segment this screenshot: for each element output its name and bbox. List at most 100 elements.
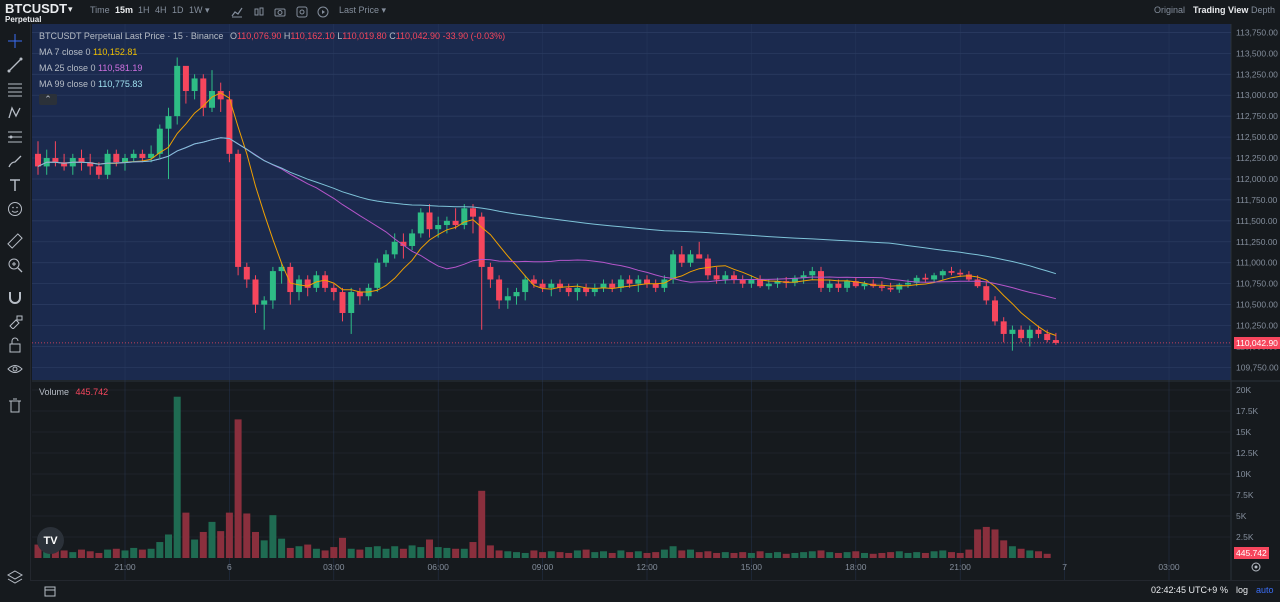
interval-1h[interactable]: 1H xyxy=(138,5,150,15)
volume-bar xyxy=(617,550,625,558)
ma99-label: MA 99 close 0 xyxy=(39,79,96,89)
volume-bar xyxy=(695,552,703,558)
volume-bar xyxy=(504,551,512,558)
price-tick: 109,750.00 xyxy=(1236,362,1279,372)
indicators-icon[interactable] xyxy=(231,5,243,23)
time-tick: 21:00 xyxy=(950,562,972,572)
horizontal-lines-icon[interactable] xyxy=(4,78,26,100)
time-tick: 12:00 xyxy=(636,562,658,572)
eye-icon[interactable] xyxy=(4,358,26,380)
chevron-down-icon[interactable]: ▾ xyxy=(205,5,210,15)
candle-body xyxy=(948,271,955,273)
volume-bar xyxy=(660,549,668,558)
time-tick: 6 xyxy=(227,562,232,572)
interval-1w[interactable]: 1W xyxy=(189,5,203,15)
candle-body xyxy=(513,292,520,297)
ruler-icon[interactable] xyxy=(4,230,26,252)
volume-legend: Volume 445.742 xyxy=(39,387,108,397)
replay-icon[interactable] xyxy=(317,5,329,23)
symbol-title[interactable]: BTCUSDT xyxy=(5,1,68,16)
view-depth[interactable]: Depth xyxy=(1251,5,1276,15)
candle-body xyxy=(417,212,424,234)
candle-body xyxy=(217,91,224,100)
ma7-legend: MA 7 close 0 110,152.81 xyxy=(39,47,137,57)
interval-4h[interactable]: 4H xyxy=(155,5,167,15)
candle-body xyxy=(939,271,946,276)
volume-bar xyxy=(173,396,181,558)
ma-line xyxy=(37,137,1057,275)
candle-body xyxy=(661,279,668,288)
candle-body xyxy=(539,283,546,288)
volume-label: Volume xyxy=(39,387,70,397)
settings-gear-icon[interactable] xyxy=(1250,560,1262,578)
time-axis: 21:00 6 03:00 06:00 09:00 12:00 15:00 18:00 21:0… xyxy=(114,562,1180,572)
volume-bar xyxy=(843,552,851,558)
emoji-icon[interactable] xyxy=(4,198,26,220)
chevron-down-icon[interactable]: ▾ xyxy=(68,4,73,14)
candle-body xyxy=(330,287,337,293)
candle-body xyxy=(878,286,885,288)
tradingview-logo[interactable]: TV xyxy=(37,527,64,554)
fib-icon[interactable] xyxy=(4,126,26,148)
crosshair-icon[interactable] xyxy=(4,30,26,52)
volume-bar xyxy=(104,549,112,558)
candle-body xyxy=(818,271,824,288)
symbol-subtitle: Perpetual xyxy=(5,15,42,24)
magnet-icon[interactable] xyxy=(4,286,26,308)
lock-icon[interactable] xyxy=(4,334,26,356)
volume-bar xyxy=(130,547,138,558)
clock[interactable]: 02:42:45 UTC+9 xyxy=(1151,585,1218,595)
volume-bar xyxy=(78,549,85,558)
volume-bar xyxy=(252,531,259,558)
top-bar: BTCUSDT ▾ Perpetual Time 15m 1H 4H 1D 1W… xyxy=(0,0,1280,24)
candle-body xyxy=(913,277,920,283)
volume-bar xyxy=(852,551,860,558)
candle-body xyxy=(905,282,911,285)
volume-bar xyxy=(260,540,268,558)
price-tick: 113,500.00 xyxy=(1236,48,1278,58)
view-original[interactable]: Original xyxy=(1154,5,1186,15)
trend-line-icon[interactable] xyxy=(4,54,26,76)
candle-body xyxy=(670,254,677,280)
ohlc-low: 110,019.80 xyxy=(342,31,387,41)
volume-bar xyxy=(443,547,451,558)
settings-icon[interactable] xyxy=(296,5,308,23)
volume-bar xyxy=(808,551,816,558)
volume-bar xyxy=(60,550,68,558)
interval-1d[interactable]: 1D xyxy=(172,5,184,15)
text-icon[interactable] xyxy=(4,174,26,196)
chart-type-icon[interactable] xyxy=(253,5,265,23)
interval-15m[interactable]: 15m xyxy=(115,5,134,15)
volume-bar xyxy=(356,549,364,558)
pattern-icon[interactable] xyxy=(4,102,26,124)
lock-drawing-icon[interactable] xyxy=(4,310,26,332)
zoom-in-icon[interactable] xyxy=(4,254,26,276)
volume-bar xyxy=(756,551,764,558)
camera-icon[interactable] xyxy=(274,5,286,23)
candle-body xyxy=(122,158,128,163)
volume-tick: 5K xyxy=(1236,511,1247,521)
volume-bar xyxy=(965,549,973,558)
view-trading-view[interactable]: Trading View xyxy=(1193,5,1249,15)
volume-bar xyxy=(643,552,651,558)
auto-toggle[interactable]: auto xyxy=(1256,585,1274,595)
candle-body xyxy=(226,99,233,154)
volume-bar xyxy=(956,552,964,558)
volume-bar xyxy=(243,513,251,558)
layers-icon[interactable] xyxy=(4,566,26,588)
volume-bar xyxy=(669,546,677,558)
volume-tick: 12.5K xyxy=(1236,448,1259,458)
log-toggle[interactable]: log xyxy=(1236,585,1249,595)
volume-bar xyxy=(556,552,564,558)
candle-body xyxy=(835,283,842,288)
ma99-value: 110,775.83 xyxy=(98,79,143,89)
brush-icon[interactable] xyxy=(4,150,26,172)
percent-toggle[interactable]: % xyxy=(1220,585,1229,595)
collapse-legend-button[interactable]: ⌃ xyxy=(39,94,57,105)
price-type-select[interactable]: Last Price ▾ xyxy=(339,5,387,15)
trash-icon[interactable] xyxy=(4,394,26,416)
calendar-icon[interactable] xyxy=(44,584,56,602)
interval-time[interactable]: Time xyxy=(90,5,110,15)
candle-body xyxy=(957,272,964,275)
